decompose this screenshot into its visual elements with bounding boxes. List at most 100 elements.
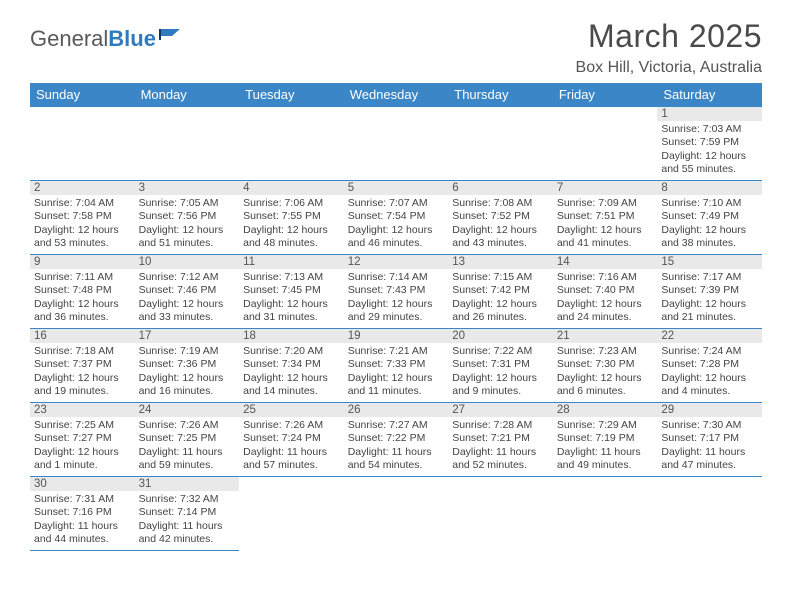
sunrise: Sunrise: 7:06 AM <box>243 197 340 210</box>
calendar-table: Sunday Monday Tuesday Wednesday Thursday… <box>30 83 762 551</box>
sunrise: Sunrise: 7:22 AM <box>452 345 549 358</box>
sunset: Sunset: 7:49 PM <box>661 210 758 223</box>
sunrise: Sunrise: 7:04 AM <box>34 197 131 210</box>
day-number: 4 <box>239 181 344 195</box>
day-cell: 22Sunrise: 7:24 AMSunset: 7:28 PMDayligh… <box>657 329 762 403</box>
day-number: 24 <box>135 403 240 417</box>
day-cell: 16Sunrise: 7:18 AMSunset: 7:37 PMDayligh… <box>30 329 135 403</box>
daylight-2: and 31 minutes. <box>243 311 340 324</box>
daylight-1: Daylight: 12 hours <box>243 298 340 311</box>
day-number: 22 <box>657 329 762 343</box>
daylight-1: Daylight: 12 hours <box>348 224 445 237</box>
daylight-2: and 59 minutes. <box>139 459 236 472</box>
day-number: 7 <box>553 181 658 195</box>
day-cell <box>30 107 135 181</box>
daylight-2: and 29 minutes. <box>348 311 445 324</box>
sunset: Sunset: 7:42 PM <box>452 284 549 297</box>
weekday-header: Thursday <box>448 83 553 107</box>
sunrise: Sunrise: 7:21 AM <box>348 345 445 358</box>
daylight-1: Daylight: 11 hours <box>34 520 131 533</box>
day-number: 19 <box>344 329 449 343</box>
day-number: 5 <box>344 181 449 195</box>
sunset: Sunset: 7:58 PM <box>34 210 131 223</box>
sunrise: Sunrise: 7:26 AM <box>139 419 236 432</box>
sunrise: Sunrise: 7:32 AM <box>139 493 236 506</box>
sunrise: Sunrise: 7:14 AM <box>348 271 445 284</box>
day-cell: 4 Sunrise: 7:06 AMSunset: 7:55 PMDaylight… <box>239 181 344 255</box>
day-info: Sunrise: 7:09 AMSunset: 7:51 PMDaylight:… <box>557 197 654 251</box>
daylight-2: and 44 minutes. <box>34 533 131 546</box>
sunset: Sunset: 7:54 PM <box>348 210 445 223</box>
daylight-2: and 57 minutes. <box>243 459 340 472</box>
sunset: Sunset: 7:17 PM <box>661 432 758 445</box>
daylight-1: Daylight: 11 hours <box>557 446 654 459</box>
day-number: 6 <box>448 181 553 195</box>
sunrise: Sunrise: 7:28 AM <box>452 419 549 432</box>
daylight-1: Daylight: 11 hours <box>452 446 549 459</box>
daylight-1: Daylight: 11 hours <box>139 446 236 459</box>
day-cell: 2Sunrise: 7:04 AMSunset: 7:58 PMDaylight… <box>30 181 135 255</box>
daylight-2: and 41 minutes. <box>557 237 654 250</box>
day-info: Sunrise: 7:26 AMSunset: 7:25 PMDaylight:… <box>139 419 236 473</box>
day-cell: 29Sunrise: 7:30 AMSunset: 7:17 PMDayligh… <box>657 403 762 477</box>
day-info: Sunrise: 7:19 AMSunset: 7:36 PMDaylight:… <box>139 345 236 399</box>
day-info: Sunrise: 7:32 AMSunset: 7:14 PMDaylight:… <box>139 493 236 547</box>
day-info: Sunrise: 7:07 AMSunset: 7:54 PMDaylight:… <box>348 197 445 251</box>
sunset: Sunset: 7:34 PM <box>243 358 340 371</box>
day-info: Sunrise: 7:08 AMSunset: 7:52 PMDaylight:… <box>452 197 549 251</box>
day-cell: 3Sunrise: 7:05 AMSunset: 7:56 PMDaylight… <box>135 181 240 255</box>
weekday-header: Friday <box>553 83 658 107</box>
day-info: Sunrise: 7:05 AMSunset: 7:56 PMDaylight:… <box>139 197 236 251</box>
day-number: 28 <box>553 403 658 417</box>
day-cell <box>239 107 344 181</box>
day-info: Sunrise: 7:18 AMSunset: 7:37 PMDaylight:… <box>34 345 131 399</box>
daylight-2: and 47 minutes. <box>661 459 758 472</box>
sunset: Sunset: 7:28 PM <box>661 358 758 371</box>
daylight-2: and 16 minutes. <box>139 385 236 398</box>
daylight-1: Daylight: 12 hours <box>661 372 758 385</box>
day-cell <box>553 107 658 181</box>
daylight-2: and 21 minutes. <box>661 311 758 324</box>
day-number: 30 <box>30 477 135 491</box>
calendar-body: 1Sunrise: 7:03 AMSunset: 7:59 PMDaylight… <box>30 107 762 551</box>
daylight-2: and 49 minutes. <box>557 459 654 472</box>
day-number: 1 <box>657 107 762 121</box>
sunset: Sunset: 7:48 PM <box>34 284 131 297</box>
day-number: 13 <box>448 255 553 269</box>
day-cell <box>553 477 658 551</box>
flag-icon <box>158 26 184 46</box>
day-info: Sunrise: 7:10 AMSunset: 7:49 PMDaylight:… <box>661 197 758 251</box>
daylight-1: Daylight: 12 hours <box>243 372 340 385</box>
daylight-1: Daylight: 12 hours <box>34 446 131 459</box>
day-cell: 28Sunrise: 7:29 AMSunset: 7:19 PMDayligh… <box>553 403 658 477</box>
day-info: Sunrise: 7:06 AMSunset: 7:55 PMDaylight:… <box>243 197 340 251</box>
sunset: Sunset: 7:46 PM <box>139 284 236 297</box>
weekday-header: Saturday <box>657 83 762 107</box>
day-cell: 19Sunrise: 7:21 AMSunset: 7:33 PMDayligh… <box>344 329 449 403</box>
sunset: Sunset: 7:45 PM <box>243 284 340 297</box>
sunset: Sunset: 7:33 PM <box>348 358 445 371</box>
day-cell <box>448 477 553 551</box>
daylight-2: and 53 minutes. <box>34 237 131 250</box>
daylight-1: Daylight: 11 hours <box>661 446 758 459</box>
daylight-2: and 42 minutes. <box>139 533 236 546</box>
day-number: 12 <box>344 255 449 269</box>
day-cell: 5 Sunrise: 7:07 AMSunset: 7:54 PMDaylight… <box>344 181 449 255</box>
day-cell: 9Sunrise: 7:11 AMSunset: 7:48 PMDaylight… <box>30 255 135 329</box>
day-info: Sunrise: 7:25 AMSunset: 7:27 PMDaylight:… <box>34 419 131 473</box>
daylight-1: Daylight: 11 hours <box>243 446 340 459</box>
daylight-2: and 51 minutes. <box>139 237 236 250</box>
day-cell: 23Sunrise: 7:25 AMSunset: 7:27 PMDayligh… <box>30 403 135 477</box>
day-cell: 6 Sunrise: 7:08 AMSunset: 7:52 PMDaylight… <box>448 181 553 255</box>
sunset: Sunset: 7:55 PM <box>243 210 340 223</box>
weekday-header-row: Sunday Monday Tuesday Wednesday Thursday… <box>30 83 762 107</box>
week-row: 2Sunrise: 7:04 AMSunset: 7:58 PMDaylight… <box>30 181 762 255</box>
day-cell: 10Sunrise: 7:12 AMSunset: 7:46 PMDayligh… <box>135 255 240 329</box>
logo-text-1: General <box>30 26 108 52</box>
day-cell <box>448 107 553 181</box>
day-number: 26 <box>344 403 449 417</box>
sunrise: Sunrise: 7:30 AM <box>661 419 758 432</box>
sunrise: Sunrise: 7:25 AM <box>34 419 131 432</box>
sunset: Sunset: 7:14 PM <box>139 506 236 519</box>
title-block: March 2025 Box Hill, Victoria, Australia <box>576 18 762 77</box>
